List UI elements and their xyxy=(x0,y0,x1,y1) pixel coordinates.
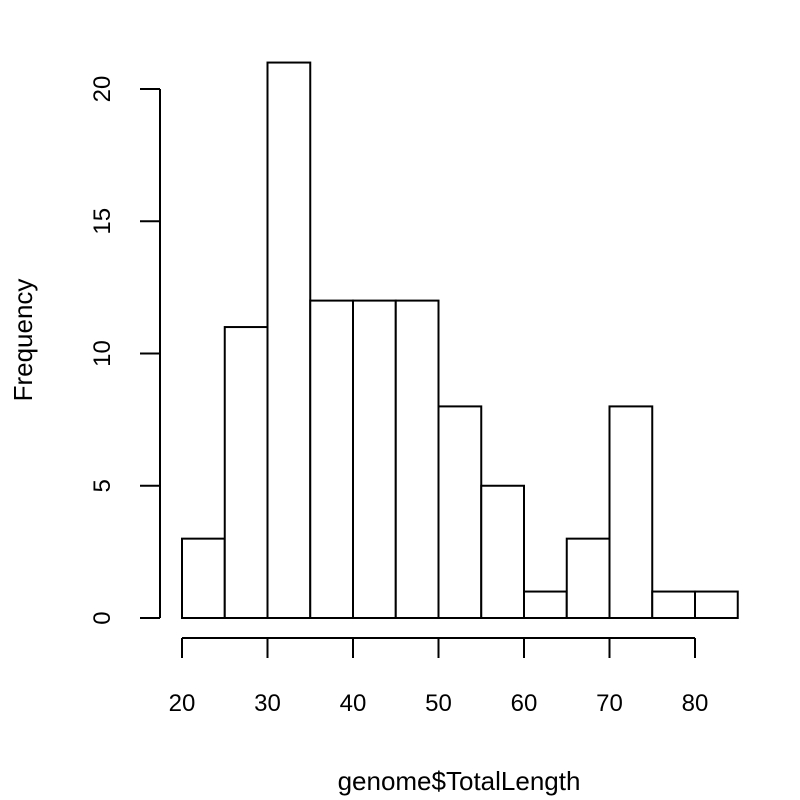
x-tick-label-20: 20 xyxy=(169,690,196,717)
histogram-bar-8 xyxy=(523,590,568,619)
y-tick-label-5: 5 xyxy=(89,479,116,492)
y-tick-label-15: 15 xyxy=(89,208,116,235)
y-tick-label-10: 10 xyxy=(89,340,116,367)
histogram-bar-3 xyxy=(309,299,354,619)
histogram-bar-9 xyxy=(565,537,611,620)
x-tick-label-60: 60 xyxy=(511,690,538,717)
x-tick-label-70: 70 xyxy=(596,690,623,717)
y-tick-label-0: 0 xyxy=(89,611,116,624)
x-tick-label-40: 40 xyxy=(340,690,367,717)
y-tick-label-20: 20 xyxy=(89,76,116,103)
histogram-bar-7 xyxy=(480,484,525,619)
x-axis-title: genome$TotalLength xyxy=(338,766,581,796)
x-axis: 20 30 40 50 60 70 80 xyxy=(169,637,709,717)
x-tick-label-30: 30 xyxy=(254,690,281,717)
histogram-bar-10 xyxy=(608,405,654,619)
histogram-bar-0 xyxy=(181,537,226,620)
x-tick-label-50: 50 xyxy=(425,690,452,717)
histogram-bar-11 xyxy=(651,590,696,619)
histogram-bar-1 xyxy=(223,326,269,619)
histogram-bar-4 xyxy=(352,299,397,619)
histogram-bar-6 xyxy=(437,405,483,619)
bars-group xyxy=(181,61,739,620)
histogram-bar-5 xyxy=(394,299,440,619)
y-axis-title: Frequency xyxy=(8,279,38,402)
y-axis: 0 5 10 15 20 xyxy=(89,76,161,625)
x-tick-label-80: 80 xyxy=(682,690,709,717)
histogram-bar-2 xyxy=(266,61,312,620)
histogram-bar-12 xyxy=(694,590,739,619)
